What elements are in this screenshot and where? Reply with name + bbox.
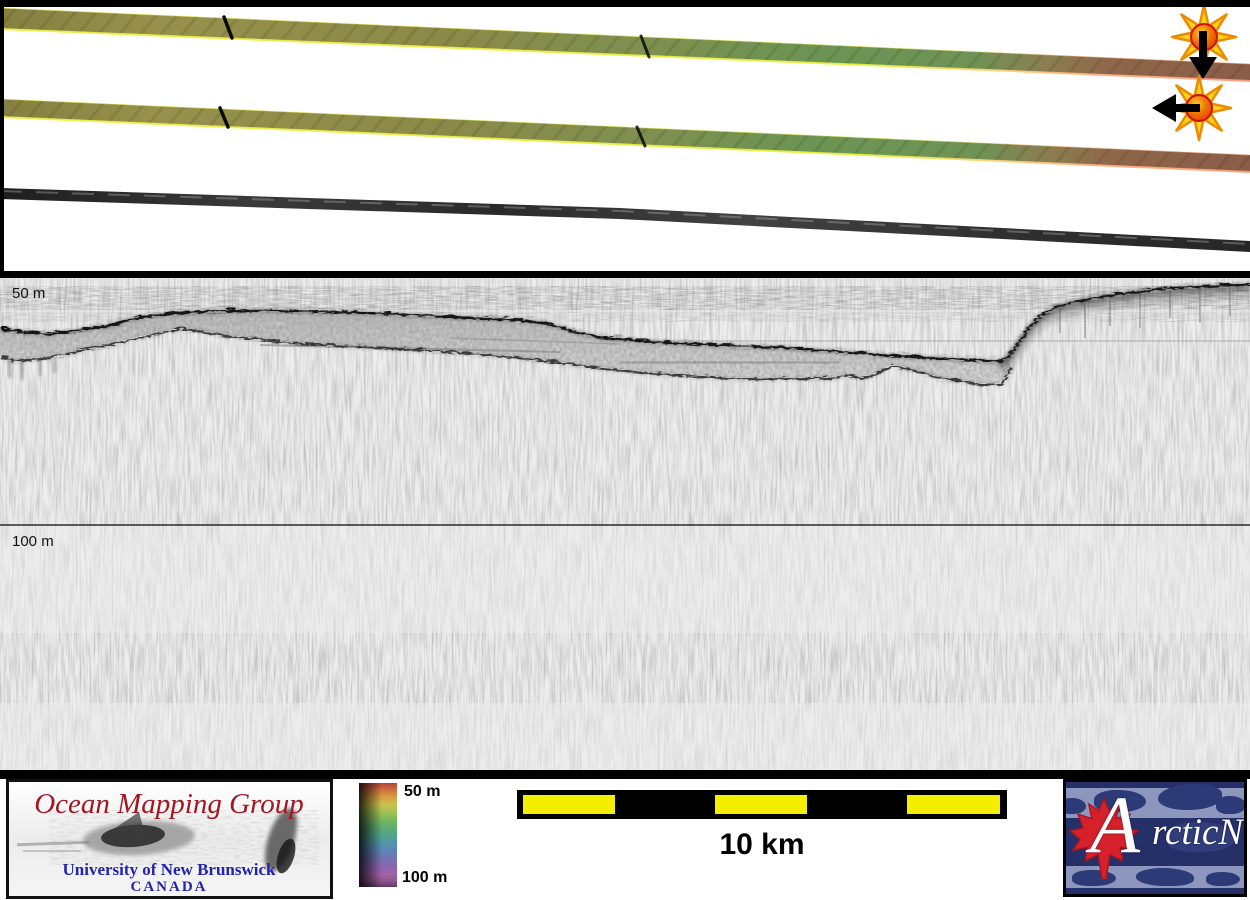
left-reverb-tails [8, 358, 57, 380]
colorbar-label-top: 50 m [404, 783, 441, 800]
footer-strip: Ocean Mapping Group University of New Br… [0, 779, 1250, 900]
maple-leaf-icon [1068, 796, 1140, 880]
swath-map-panel [0, 0, 1250, 278]
swath-map-canvas [0, 0, 1250, 278]
depth-label-50m: 50 m [12, 285, 45, 302]
arcticnet-initial: A [1090, 779, 1141, 870]
omg-subtitle: University of New Brunswick [63, 860, 277, 879]
scale-bar-segment [907, 795, 1000, 814]
swath-1-gap-mark [222, 15, 234, 40]
arrow-down-icon [1189, 31, 1217, 79]
swath-2-gap-mark-2 [635, 125, 647, 148]
subbottom-profile-canvas: 50 m 100 m [0, 278, 1250, 770]
top-border [0, 0, 1250, 7]
omg-logo-canvas: Ocean Mapping Group University of New Br… [9, 782, 330, 896]
arcticnet-wordmark: rcticNet [1152, 812, 1244, 853]
omg-country: CANADA [131, 879, 208, 895]
panel-divider [0, 271, 1250, 278]
swath-3 [0, 188, 1250, 252]
scale-bar-label: 10 km [719, 828, 805, 861]
colorbar-label-bottom: 100 m [402, 869, 448, 886]
footer-divider [0, 770, 1250, 779]
sonar-target-right [264, 808, 298, 874]
omg-logo: Ocean Mapping Group University of New Br… [6, 779, 333, 899]
burst-marker-left [1152, 74, 1233, 142]
right-slope-fuzz [1000, 286, 1250, 370]
omg-title: Ocean Mapping Group [34, 788, 304, 820]
arcticnet-logo: A rcticNet [1063, 779, 1247, 897]
scale-bar-segment [715, 795, 807, 814]
subbottom-profile-panel: 50 m 100 m [0, 278, 1250, 770]
sonar-target-left [16, 812, 195, 856]
swath-1-gap-mark-2 [639, 34, 651, 59]
arcticnet-map-stripe-top [1066, 784, 1244, 818]
swath-1 [0, 7, 1250, 82]
left-border [0, 0, 4, 272]
arrow-left-icon [1152, 94, 1200, 122]
scale-bar-segment [523, 795, 615, 814]
scale-bar [517, 790, 1007, 819]
arcticnet-map-shape [1166, 822, 1236, 852]
depth-label-100m: 100 m [12, 533, 54, 550]
burst-marker-down [1170, 3, 1238, 79]
depth-colorbar [359, 783, 397, 887]
swath-2 [0, 98, 1250, 173]
swath-2-gap-mark [218, 106, 230, 129]
